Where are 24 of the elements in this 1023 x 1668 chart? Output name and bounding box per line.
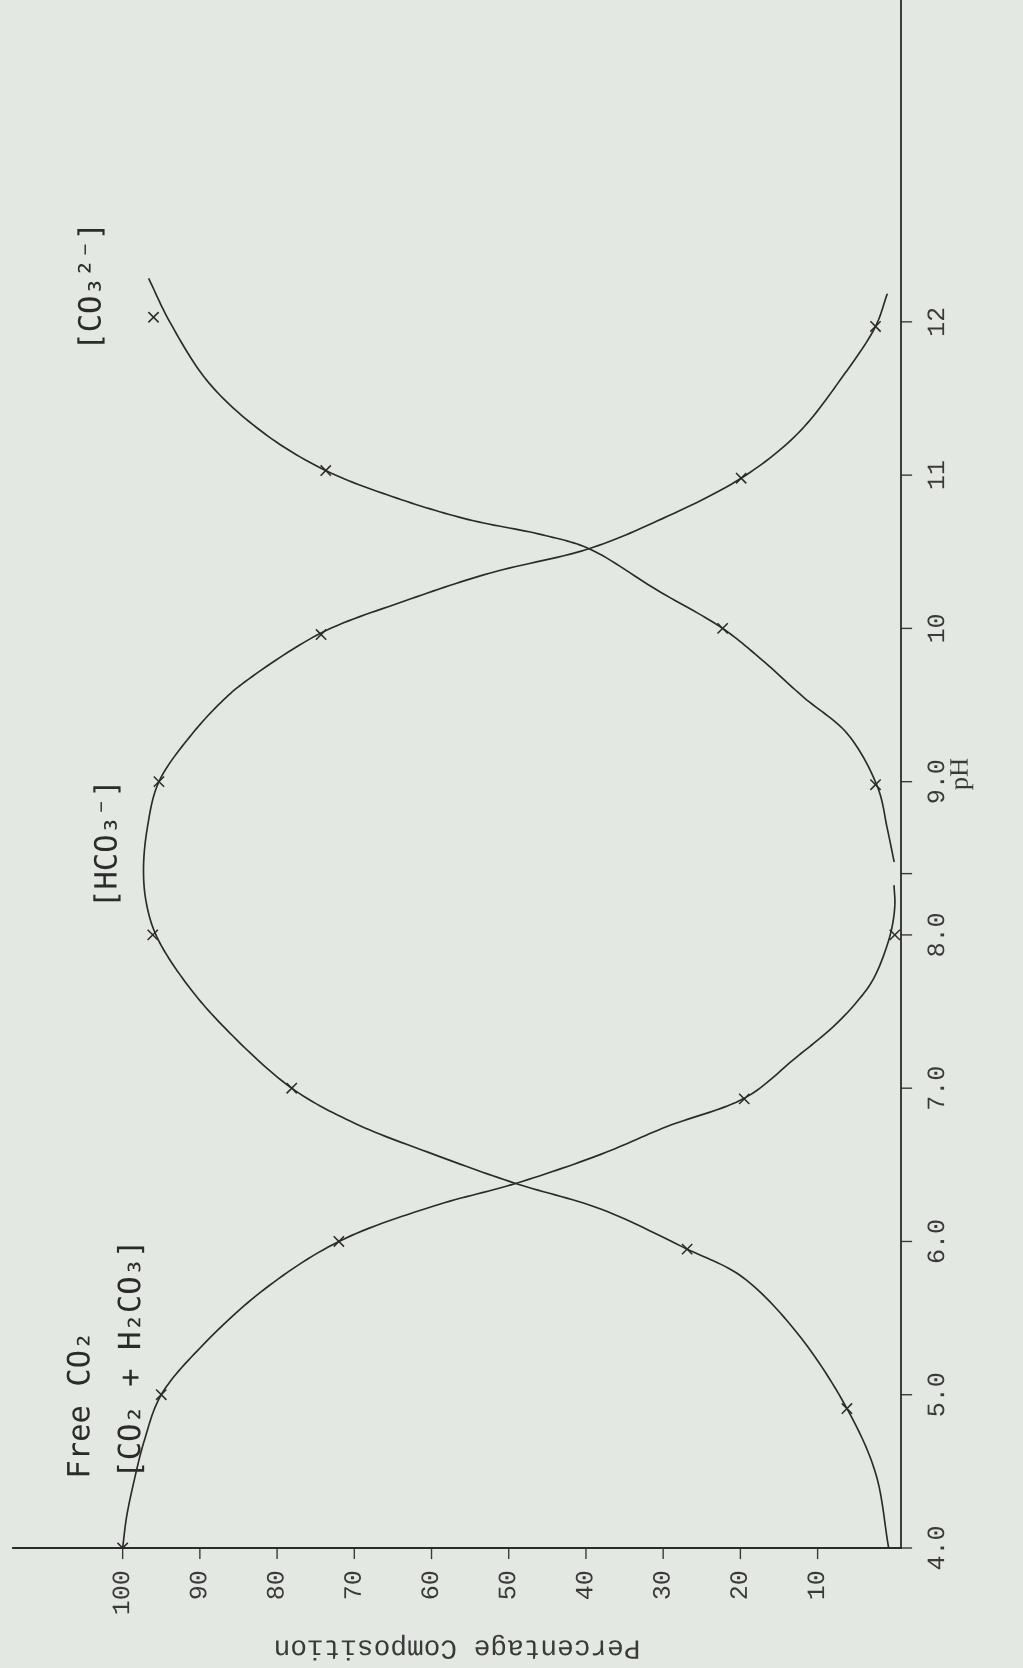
x-tick-label: 100 [112, 1571, 130, 1614]
text: [CO₃²⁻] [77, 228, 105, 344]
y-tick-label: 10 [927, 614, 945, 642]
x-tick-label: 90 [189, 1571, 207, 1599]
x-tick-label: 20 [730, 1571, 748, 1599]
x-tick-label: 40 [575, 1571, 593, 1599]
y-tick-label: 12 [927, 308, 945, 336]
x-tick-label: 60 [421, 1571, 439, 1599]
x-tick-label: 70 [344, 1571, 362, 1599]
text: [HCO₃⁻] [93, 786, 121, 902]
y-tick-label: 8.0 [927, 913, 945, 956]
y-tick-label: 6.0 [927, 1220, 945, 1263]
y-tick-label: 5.0 [927, 1373, 945, 1416]
x-tick-label: 50 [498, 1571, 516, 1599]
x-tick-label: 80 [266, 1571, 284, 1599]
x-tick-label: 30 [652, 1571, 670, 1599]
text: Free CO₂ [CO₂ + H₂CO₃] [66, 1246, 145, 1476]
y-axis-title: pH [950, 758, 974, 790]
y-tick-label: 11 [927, 461, 945, 489]
y-tick-label: 7.0 [927, 1067, 945, 1109]
y-tick-label: 4.0 [927, 1527, 945, 1570]
x-tick-label: 10 [807, 1571, 825, 1599]
y-tick-label: 9.0 [927, 760, 945, 803]
x-axis-title: Percentage Composition [276, 1634, 639, 1661]
